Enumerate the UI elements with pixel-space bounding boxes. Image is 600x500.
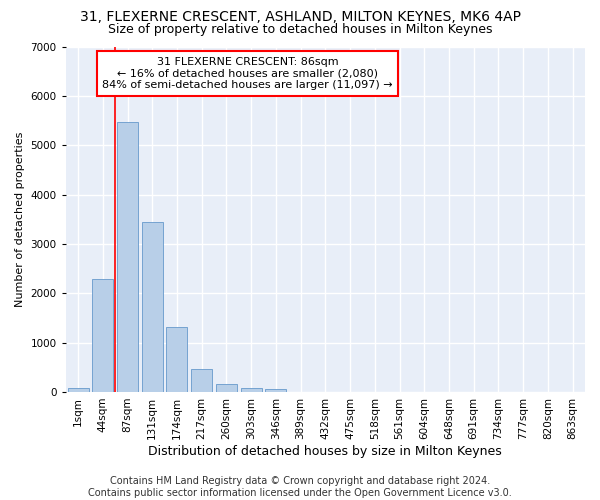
Bar — [92, 280, 113, 392]
Bar — [68, 388, 89, 392]
Y-axis label: Number of detached properties: Number of detached properties — [15, 132, 25, 307]
Bar — [142, 222, 163, 392]
Bar — [216, 384, 237, 392]
Bar — [241, 388, 262, 392]
Bar — [191, 369, 212, 392]
Text: Contains HM Land Registry data © Crown copyright and database right 2024.
Contai: Contains HM Land Registry data © Crown c… — [88, 476, 512, 498]
Text: Size of property relative to detached houses in Milton Keynes: Size of property relative to detached ho… — [108, 22, 492, 36]
Text: 31, FLEXERNE CRESCENT, ASHLAND, MILTON KEYNES, MK6 4AP: 31, FLEXERNE CRESCENT, ASHLAND, MILTON K… — [79, 10, 521, 24]
Bar — [265, 390, 286, 392]
Bar — [117, 122, 138, 392]
Bar — [166, 327, 187, 392]
X-axis label: Distribution of detached houses by size in Milton Keynes: Distribution of detached houses by size … — [148, 444, 502, 458]
Text: 31 FLEXERNE CRESCENT: 86sqm
← 16% of detached houses are smaller (2,080)
84% of : 31 FLEXERNE CRESCENT: 86sqm ← 16% of det… — [102, 57, 393, 90]
